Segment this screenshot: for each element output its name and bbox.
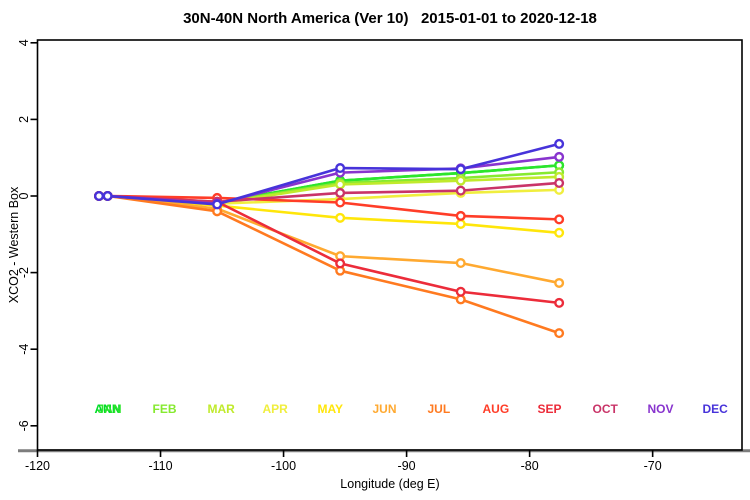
legend-label-DEC: DEC <box>703 402 729 416</box>
legend-label-JUN: JUN <box>373 402 397 416</box>
x-tick-label: -90 <box>398 459 416 473</box>
legend-label-FEB: FEB <box>153 402 177 416</box>
data-point-AUG <box>335 197 346 208</box>
data-point-DEC <box>335 163 346 174</box>
data-point-JUN <box>554 277 565 288</box>
legend-label-MAR: MAR <box>208 402 236 416</box>
data-point-MAY <box>554 227 565 238</box>
data-point-MAR <box>335 179 346 190</box>
y-tick-label: 0 <box>17 192 31 199</box>
y-tick-label: -2 <box>17 267 31 278</box>
legend-label-JAN: JAN <box>98 402 122 416</box>
legend-label-ANN: ANN <box>95 402 121 416</box>
legend-label-OCT: OCT <box>593 402 619 416</box>
data-point-SEP <box>335 258 346 269</box>
data-point-OCT <box>335 187 346 198</box>
x-axis-label: Longitude (deg E) <box>340 477 440 491</box>
data-point-DEC <box>455 164 466 175</box>
y-tick-label: -4 <box>17 344 31 355</box>
data-point-OCT <box>554 177 565 188</box>
x-tick-label: -120 <box>25 459 50 473</box>
y-tick-label: 4 <box>17 39 31 46</box>
legend-label-MAY: MAY <box>318 402 344 416</box>
data-point-AUG <box>455 210 466 221</box>
data-point-DEC <box>554 138 565 149</box>
data-point-AUG <box>554 214 565 225</box>
data-point-JUL <box>455 294 466 305</box>
chart-title: 30N-40N North America (Ver 10) 2015-01-0… <box>183 10 597 27</box>
legend-label-SEP: SEP <box>538 402 562 416</box>
plot-box <box>36 39 743 451</box>
data-point-SEP <box>554 297 565 308</box>
data-point-DEC <box>212 199 223 210</box>
y-axis-label: XCO2 - Western Box <box>7 186 21 304</box>
data-point-DEC <box>94 190 105 201</box>
legend-label-APR: APR <box>263 402 289 416</box>
y-tick-label: -6 <box>17 420 31 431</box>
x-tick-label: -80 <box>521 459 539 473</box>
data-point-JUN <box>455 258 466 269</box>
data-point-MAY <box>335 212 346 223</box>
y-tick-label: 2 <box>17 116 31 123</box>
data-point-MAY <box>455 218 466 229</box>
x-tick-label: -110 <box>148 459 172 473</box>
data-point-SEP <box>455 286 466 297</box>
legend-label-NOV: NOV <box>648 402 674 416</box>
series-line-JUN <box>97 194 561 285</box>
data-point-OCT <box>455 185 466 196</box>
data-point-DEC <box>102 190 113 201</box>
x-tick-label: -70 <box>644 459 662 473</box>
x-tick-label: -100 <box>271 459 296 473</box>
series-line-SEP <box>97 194 561 305</box>
legend-label-AUG: AUG <box>483 402 510 416</box>
data-point-MAR <box>455 175 466 186</box>
data-point-NOV <box>554 151 565 162</box>
legend-label-JUL: JUL <box>428 402 451 416</box>
data-point-JUL <box>554 328 565 339</box>
